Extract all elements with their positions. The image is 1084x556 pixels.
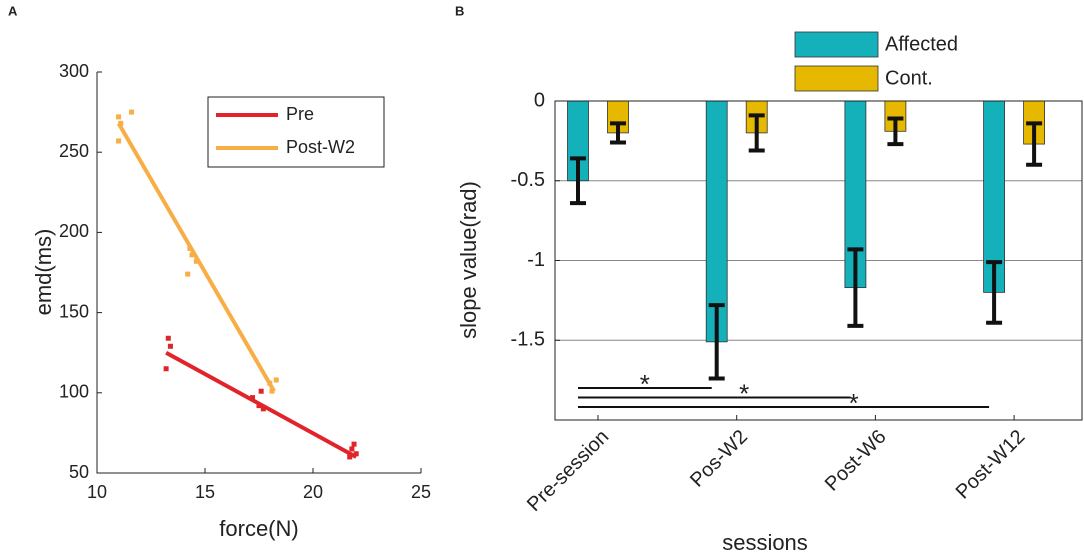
legend-label: Affected — [885, 33, 958, 55]
legend-label: Post-W2 — [286, 137, 355, 157]
y-axis-label: slope value(rad) — [456, 181, 481, 339]
point — [349, 446, 355, 452]
legend-label: Cont. — [885, 67, 933, 89]
point — [187, 245, 193, 251]
x-tick-label: Post-W6 — [821, 426, 891, 496]
x-axis-label: sessions — [722, 530, 808, 555]
x-tick-label: 25 — [411, 482, 431, 502]
y-tick-label: 250 — [59, 141, 89, 161]
error-bar — [570, 156, 586, 206]
point — [129, 109, 135, 115]
error-bar — [610, 121, 626, 145]
y-tick-label: 300 — [59, 61, 89, 81]
y-axis-label: emd(ms) — [31, 229, 56, 316]
point — [250, 395, 256, 401]
x-axis-label: force(N) — [219, 516, 298, 541]
x-tick-label: 20 — [303, 482, 323, 502]
y-tick-label: -1 — [527, 249, 545, 271]
x-tick-label: Post-W12 — [952, 426, 1030, 504]
error-bar — [748, 113, 765, 153]
point — [260, 406, 266, 412]
error-bar — [1026, 121, 1043, 167]
x-tick-label: Pre-session — [523, 426, 613, 516]
significance-label: * — [640, 369, 650, 399]
legend-swatch — [794, 65, 879, 92]
point — [347, 454, 353, 460]
point — [193, 258, 199, 264]
point — [185, 271, 191, 277]
significance-label: * — [848, 388, 858, 418]
point — [189, 252, 195, 258]
point — [163, 366, 169, 372]
panel-label: B — [455, 3, 464, 18]
axis-box — [554, 100, 1083, 421]
point — [167, 343, 173, 349]
panel-label: A — [8, 3, 18, 18]
x-tick-label: Pos-W2 — [686, 426, 752, 492]
error-bar — [887, 116, 904, 147]
y-tick-label: 100 — [59, 382, 89, 402]
fit-line — [116, 122, 276, 393]
error-bar — [847, 247, 864, 328]
y-tick-label: 0 — [534, 89, 545, 111]
point — [351, 441, 357, 447]
point — [273, 377, 279, 383]
point — [165, 335, 171, 341]
point — [116, 138, 122, 144]
point — [118, 120, 124, 126]
error-bar — [708, 303, 725, 381]
legend-box — [207, 96, 385, 168]
point — [116, 114, 122, 120]
y-tick-label: 150 — [59, 301, 89, 321]
x-tick-label: 10 — [87, 482, 107, 502]
point — [267, 380, 273, 386]
point — [353, 451, 359, 457]
y-tick-label: -1.5 — [511, 329, 545, 351]
y-tick-label: 50 — [69, 462, 89, 482]
point — [258, 388, 264, 394]
y-tick-label: 200 — [59, 221, 89, 241]
point — [256, 403, 262, 409]
point — [269, 388, 275, 394]
legend-label: Pre — [286, 104, 314, 124]
legend-swatch — [794, 31, 879, 58]
x-tick-label: 15 — [195, 482, 215, 502]
significance-label: * — [739, 378, 749, 408]
y-tick-label: -0.5 — [511, 169, 545, 191]
error-bar — [986, 260, 1003, 325]
